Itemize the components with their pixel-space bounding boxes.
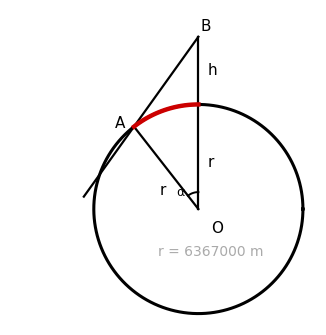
Text: r: r <box>160 183 166 198</box>
Text: A: A <box>114 116 125 131</box>
Text: B: B <box>201 19 211 34</box>
Text: h: h <box>208 63 217 78</box>
Text: α: α <box>176 186 184 199</box>
Text: r = 6367000 m: r = 6367000 m <box>158 245 263 259</box>
Text: O: O <box>211 221 223 236</box>
Text: r: r <box>208 155 214 171</box>
